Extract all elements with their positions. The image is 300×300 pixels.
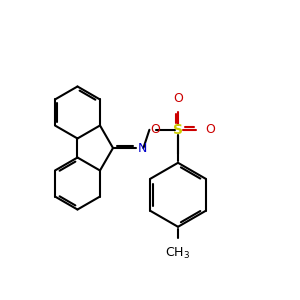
Text: O: O [173,92,183,105]
Text: S: S [173,123,183,137]
Text: CH$_3$: CH$_3$ [165,245,190,260]
Text: N: N [137,142,147,154]
Text: O: O [206,123,215,136]
Text: O: O [150,123,160,136]
